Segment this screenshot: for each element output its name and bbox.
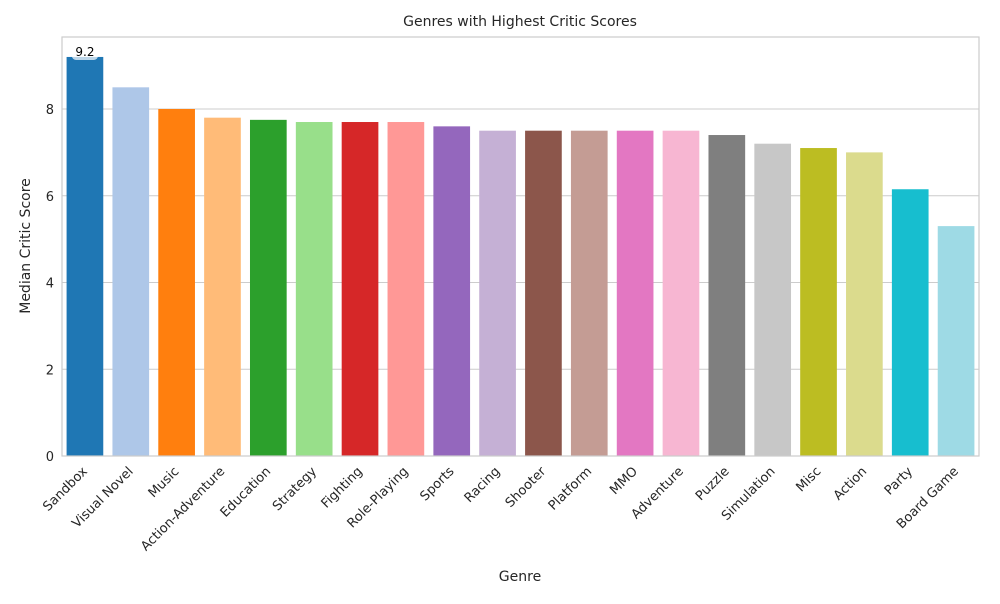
- x-axis-label: Genre: [499, 569, 541, 585]
- y-gridlines: [62, 108, 979, 457]
- annotations: 9.2: [71, 43, 98, 60]
- bar-mmo: [616, 130, 654, 456]
- x-tick-label: Puzzle: [693, 464, 733, 504]
- bar-music: [158, 109, 195, 456]
- x-tick-label: Misc: [793, 464, 824, 495]
- bar-visual-novel: [112, 87, 150, 456]
- y-tick-label: 4: [46, 277, 54, 292]
- bar-simulation: [754, 143, 792, 457]
- x-tick-label: Fighting: [319, 464, 366, 511]
- bar-shooter: [525, 130, 562, 456]
- x-tick-label: Shooter: [503, 464, 550, 511]
- x-tick-label: Racing: [462, 464, 504, 506]
- chart-title: Genres with Highest Critic Scores: [403, 14, 637, 30]
- y-tick-label: 6: [46, 190, 54, 205]
- bar-platform: [570, 130, 608, 456]
- bar-education: [249, 119, 287, 456]
- y-tick-label: 8: [46, 103, 54, 118]
- bars: [66, 56, 975, 457]
- annotation-label: 9.2: [75, 45, 94, 59]
- bar-strategy: [295, 122, 333, 456]
- x-tick-label: Action: [831, 464, 870, 503]
- plot-frame: [61, 36, 980, 457]
- bar-party: [891, 189, 929, 456]
- bar-racing: [479, 130, 516, 456]
- bar-fighting: [341, 122, 379, 456]
- bar-action: [846, 152, 883, 456]
- x-tick-label: MMO: [607, 464, 641, 498]
- x-tick-label: Platform: [546, 464, 595, 513]
- y-tick-labels: 0 2 4 6 8: [46, 103, 54, 465]
- annotation-box: [71, 43, 98, 60]
- x-tick-label: Sports: [417, 464, 457, 504]
- y-tick-label: 0: [46, 450, 54, 465]
- bar-board-game: [937, 226, 975, 456]
- bar-sandbox: [66, 56, 104, 456]
- bar-adventure: [662, 130, 700, 456]
- x-tick-label: Strategy: [270, 464, 320, 514]
- y-tick-label: 2: [46, 363, 54, 378]
- bar-misc: [800, 148, 837, 456]
- x-tick-label: Action-Adventure: [138, 464, 228, 554]
- bar-role-playing: [387, 122, 425, 456]
- bar-sports: [433, 126, 471, 457]
- bar-action-adventure: [204, 117, 241, 457]
- x-tick-label: Music: [146, 464, 183, 501]
- x-tick-label: Education: [218, 464, 274, 520]
- y-axis-label: Median Critic Score: [18, 178, 34, 314]
- x-tick-label: Party: [882, 464, 916, 498]
- bar-puzzle: [708, 135, 746, 456]
